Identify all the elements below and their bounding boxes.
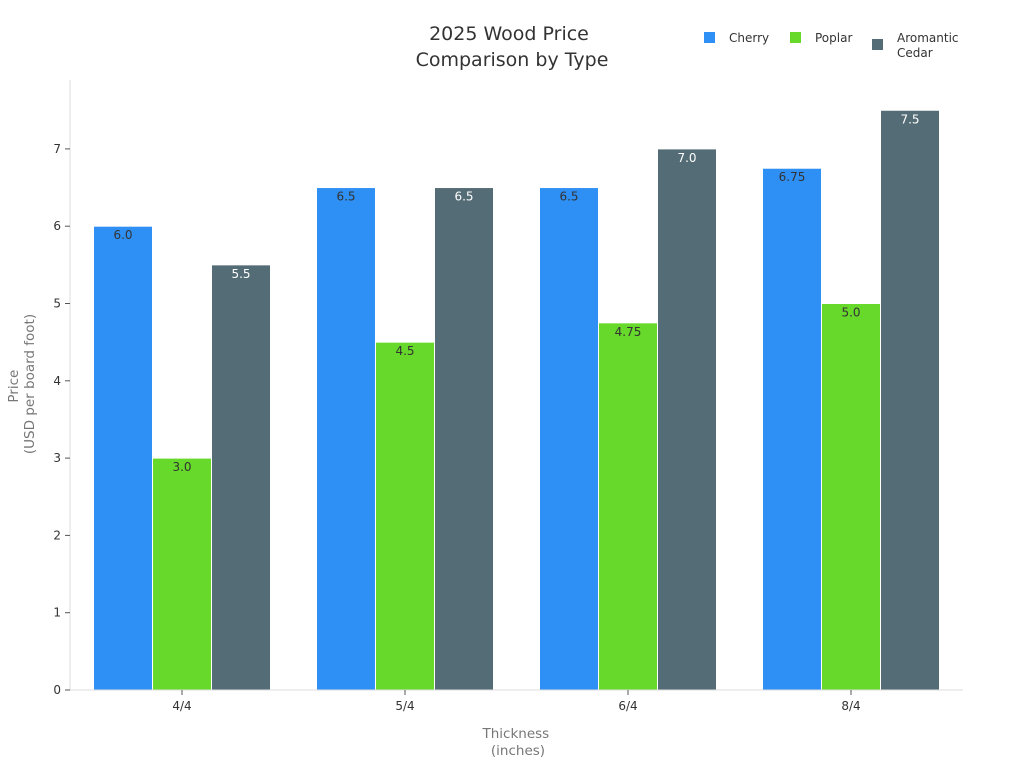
x-axis-label-line-2: (inches) bbox=[491, 743, 545, 759]
x-tick-label-6-4: 6/4 bbox=[618, 699, 637, 713]
bar-cherry-4-4 bbox=[93, 225, 153, 691]
bar-cherry-6-4 bbox=[539, 187, 599, 691]
x-tick-label-5-4: 5/4 bbox=[395, 699, 414, 713]
y-tick-label-2: 2 bbox=[53, 528, 61, 542]
legend-label-aromantic-cedar: Aromantic Cedar bbox=[897, 31, 962, 60]
y-axis-ticks: 0 1 2 3 4 5 6 7 bbox=[53, 142, 70, 697]
bar-aromantic-cedar-4-4 bbox=[211, 264, 271, 691]
legend-label-aromantic-cedar-line-2: Cedar bbox=[897, 46, 933, 60]
data-label-poplar-6-4: 4.75 bbox=[615, 325, 642, 339]
bar-poplar-5-4 bbox=[375, 341, 435, 691]
x-tick-label-4-4: 4/4 bbox=[172, 699, 191, 713]
legend-swatch-aromantic-cedar bbox=[872, 39, 883, 50]
data-label-cherry-5-4: 6.5 bbox=[336, 190, 355, 204]
y-tick-label-1: 1 bbox=[53, 606, 61, 620]
data-label-aromantic-cedar-6-4: 7.0 bbox=[677, 151, 696, 165]
bar-aromantic-cedar-6-4 bbox=[657, 148, 717, 691]
x-axis-label: Thickness (inches) bbox=[481, 726, 553, 759]
legend-label-cherry: Cherry bbox=[729, 31, 769, 45]
data-label-poplar-8-4: 5.0 bbox=[841, 306, 860, 320]
bar-poplar-6-4 bbox=[598, 322, 658, 691]
y-tick-label-5: 5 bbox=[53, 297, 61, 311]
bar-aromantic-cedar-8-4 bbox=[880, 109, 940, 691]
legend-item-cherry: Cherry bbox=[704, 31, 769, 45]
bar-poplar-8-4 bbox=[821, 303, 881, 691]
legend-item-poplar: Poplar bbox=[790, 31, 852, 45]
data-label-aromantic-cedar-5-4: 6.5 bbox=[454, 190, 473, 204]
legend-swatch-cherry bbox=[704, 32, 715, 43]
legend: Cherry Poplar Aromantic Cedar bbox=[704, 31, 962, 60]
y-axis-label-line-2: (USD per board foot) bbox=[22, 314, 38, 454]
legend-label-aromantic-cedar-line-1: Aromantic bbox=[897, 31, 959, 45]
bar-poplar-4-4 bbox=[152, 457, 212, 691]
y-tick-label-4: 4 bbox=[53, 374, 61, 388]
data-label-aromantic-cedar-8-4: 7.5 bbox=[900, 112, 919, 126]
x-axis-label-line-1: Thickness bbox=[481, 726, 549, 742]
data-label-cherry-6-4: 6.5 bbox=[559, 190, 578, 204]
bar-cherry-8-4 bbox=[762, 167, 822, 691]
bar-aromantic-cedar-5-4 bbox=[434, 187, 494, 691]
chart-title-line-1: 2025 Wood Price bbox=[429, 23, 589, 45]
chart-title-line-2: Comparison by Type bbox=[416, 49, 609, 71]
bars-group bbox=[93, 109, 940, 691]
y-tick-label-6: 6 bbox=[53, 219, 61, 233]
y-axis-label: Price (USD per board foot) bbox=[6, 314, 38, 454]
legend-item-aromantic-cedar: Aromantic Cedar bbox=[872, 31, 962, 60]
bar-cherry-5-4 bbox=[316, 187, 376, 691]
data-label-aromantic-cedar-4-4: 5.5 bbox=[231, 267, 250, 281]
data-label-poplar-5-4: 4.5 bbox=[395, 344, 414, 358]
data-label-cherry-4-4: 6.0 bbox=[113, 228, 132, 242]
y-tick-label-7: 7 bbox=[53, 142, 61, 156]
legend-label-poplar: Poplar bbox=[815, 31, 852, 45]
x-axis-ticks: 4/4 5/4 6/4 8/4 bbox=[172, 690, 861, 713]
y-tick-label-3: 3 bbox=[53, 451, 61, 465]
y-axis-label-line-1: Price bbox=[6, 370, 22, 403]
data-label-poplar-4-4: 3.0 bbox=[172, 460, 191, 474]
y-tick-label-0: 0 bbox=[53, 683, 61, 697]
x-tick-label-8-4: 8/4 bbox=[841, 699, 860, 713]
legend-swatch-poplar bbox=[790, 32, 801, 43]
chart-title: 2025 Wood Price Comparison by Type bbox=[416, 23, 609, 71]
data-labels-group: 6.0 3.0 5.5 6.5 4.5 6.5 6.5 4.75 7.0 6.75 5.0 7.5 bbox=[113, 112, 919, 474]
data-label-cherry-8-4: 6.75 bbox=[779, 170, 806, 184]
